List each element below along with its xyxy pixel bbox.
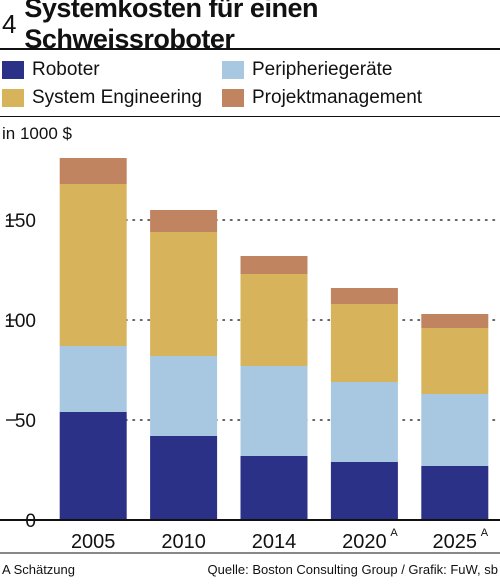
bar-segment xyxy=(150,356,218,436)
x-tick-superscript: A xyxy=(390,527,398,539)
x-tick-label: 2025 xyxy=(433,531,478,553)
legend-label-roboter: Roboter xyxy=(32,59,100,80)
legend-label-peripherie: Peripheriegeräte xyxy=(252,59,393,80)
legend-item-roboter: Roboter xyxy=(2,58,100,82)
figure-number: 4 xyxy=(2,8,17,39)
legend-swatch-roboter xyxy=(2,61,24,79)
bar-segment xyxy=(330,382,398,462)
legend-item-peripherie: Peripheriegeräte xyxy=(222,58,392,82)
y-tick-label: 50 xyxy=(15,411,36,432)
legend-item-projektmanagement: Projektmanagement xyxy=(222,86,422,110)
bar-segment xyxy=(150,436,218,520)
bar-segment xyxy=(240,366,308,456)
bar-segment xyxy=(59,412,127,520)
legend-swatch-projektmanagement xyxy=(222,89,244,107)
title-row: 4 Systemkosten für einen Schweissroboter xyxy=(0,0,500,54)
footer-note: A Schätzung xyxy=(2,562,75,577)
legend: Roboter Peripheriegeräte System Engineer… xyxy=(0,56,500,114)
x-tick-label: 2020 xyxy=(342,531,387,553)
bar-segment xyxy=(240,274,308,366)
legend-rule xyxy=(0,116,500,117)
title-rule xyxy=(0,48,500,50)
legend-item-system-engineering: System Engineering xyxy=(2,86,202,110)
y-tick-label: 150 xyxy=(4,211,36,232)
x-tick-label: 2010 xyxy=(161,531,206,553)
bar-segment xyxy=(421,394,489,466)
legend-label-system-engineering: System Engineering xyxy=(32,87,203,108)
x-tick-label: 2014 xyxy=(252,531,297,553)
x-tick-label: 2005 xyxy=(71,531,116,553)
bar-segment xyxy=(330,288,398,304)
chart-title: Systemkosten für einen Schweissroboter xyxy=(24,0,318,54)
y-tick-label: 0 xyxy=(25,511,36,532)
bar-segment xyxy=(330,462,398,520)
bar-segment xyxy=(150,210,218,232)
bar-segment xyxy=(150,232,218,356)
unit-label: in 1000 $ xyxy=(2,124,72,143)
bar-segment xyxy=(59,184,127,346)
legend-label-projektmanagement: Projektmanagement xyxy=(252,87,423,108)
bar-segment xyxy=(421,466,489,520)
bar-segment xyxy=(59,158,127,184)
bar-segment xyxy=(330,304,398,382)
bar-segment xyxy=(59,346,127,412)
bar-segment xyxy=(240,256,308,274)
legend-swatch-peripherie xyxy=(222,61,244,79)
x-tick-superscript: A xyxy=(481,527,489,539)
bar-segment xyxy=(421,328,489,394)
y-tick-label: 100 xyxy=(4,311,36,332)
bar-segment xyxy=(240,456,308,520)
bar-segment xyxy=(421,314,489,328)
footer-source: Quelle: Boston Consulting Group / Grafik… xyxy=(207,562,498,577)
legend-swatch-system-engineering xyxy=(2,89,24,107)
